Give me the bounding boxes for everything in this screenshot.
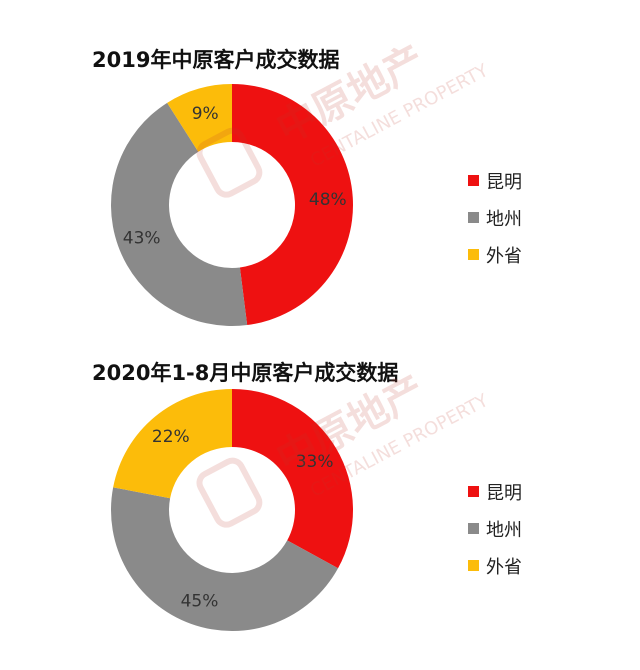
chart-panel-2019: 48% 43% 9% 2019年中原客户成交数据 昆明 地州 外省 — [92, 48, 522, 326]
donut-slice-地州 — [111, 102, 248, 326]
donut-slice-地州 — [110, 487, 339, 631]
donut-slice-外省 — [167, 84, 232, 152]
donut-chart-2020: 33% 45% 22% — [110, 389, 353, 631]
donut-slice-昆明 — [232, 84, 353, 326]
legend-swatch — [468, 486, 479, 497]
legend-item-dizhou: 地州 — [468, 199, 522, 236]
chart-title: 2020年1-8月中原客户成交数据 — [92, 361, 399, 385]
data-label: 48% — [309, 190, 347, 210]
data-label: 9% — [192, 104, 219, 124]
legend-swatch — [468, 212, 479, 223]
legend-label: 昆明 — [486, 171, 522, 193]
legend-label: 外省 — [486, 245, 522, 267]
legend-label: 地州 — [486, 519, 522, 541]
chart-title: 2019年中原客户成交数据 — [92, 48, 340, 72]
chart-legend: 昆明 地州 外省 — [468, 473, 522, 584]
data-label: 45% — [181, 591, 219, 611]
donut-slice-昆明 — [232, 389, 353, 569]
donut-slice-外省 — [113, 389, 232, 499]
legend-item-kunming: 昆明 — [468, 473, 522, 510]
legend-swatch — [468, 560, 479, 571]
legend-label: 地州 — [486, 208, 522, 230]
data-label: 22% — [152, 427, 190, 447]
chart-panel-2020: 33% 45% 22% 2020年1-8月中原客户成交数据 昆明 地州 外省 — [0, 335, 640, 670]
data-label: 43% — [123, 229, 161, 249]
legend-label: 昆明 — [486, 482, 522, 504]
legend-swatch — [468, 175, 479, 186]
legend-item-dizhou: 地州 — [468, 510, 522, 547]
chart-legend: 昆明 地州 外省 — [468, 162, 522, 273]
legend-item-waisheng: 外省 — [468, 547, 522, 584]
data-label: 33% — [296, 452, 334, 472]
legend-item-kunming: 昆明 — [468, 162, 522, 199]
legend-swatch — [468, 523, 479, 534]
legend-label: 外省 — [486, 556, 522, 578]
legend-item-waisheng: 外省 — [468, 236, 522, 273]
legend-swatch — [468, 249, 479, 260]
donut-chart-2019: 48% 43% 9% — [111, 84, 353, 326]
